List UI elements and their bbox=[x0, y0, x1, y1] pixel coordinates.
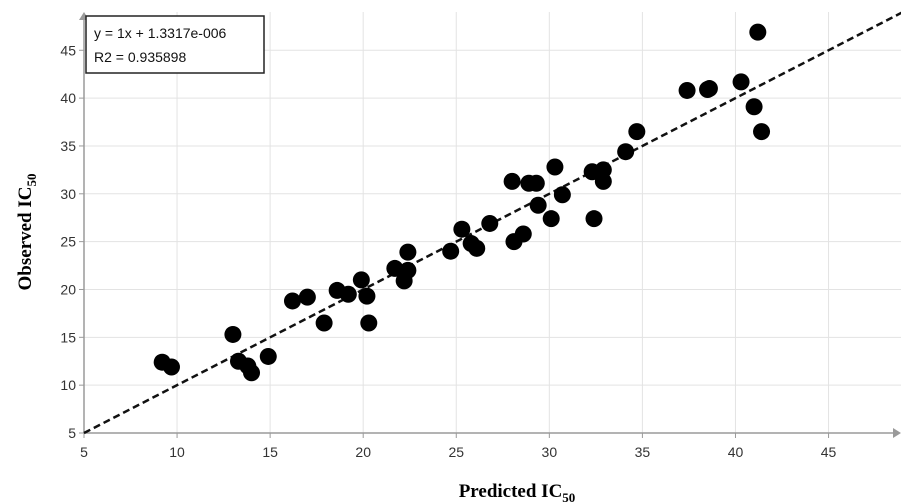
data-point bbox=[453, 220, 471, 238]
x-axis-title: Predicted IC50 bbox=[459, 481, 576, 504]
x-tick-label: 20 bbox=[355, 444, 371, 460]
y-tick-label: 35 bbox=[60, 138, 76, 154]
data-point bbox=[678, 81, 696, 99]
data-point bbox=[399, 261, 417, 279]
x-tick-label: 10 bbox=[169, 444, 185, 460]
data-point bbox=[542, 210, 560, 228]
equation-line: y = 1x + 1.3317e-006 bbox=[94, 25, 227, 41]
data-point bbox=[617, 143, 635, 161]
grid-lines bbox=[84, 12, 901, 433]
data-point bbox=[386, 259, 404, 277]
data-point bbox=[468, 239, 486, 257]
tick-labels: 5 10 15 20 25 30 35 40 45 5 10 15 20 25 30 35 40 45 bbox=[60, 42, 836, 460]
data-points bbox=[153, 23, 771, 382]
data-point bbox=[546, 158, 564, 176]
data-point bbox=[700, 80, 718, 98]
equation-box: y = 1x + 1.3317e-006 R2 = 0.935898 bbox=[85, 15, 265, 74]
data-point bbox=[745, 98, 763, 116]
r-squared-line: R2 = 0.935898 bbox=[94, 49, 186, 65]
data-point bbox=[527, 174, 545, 192]
y-tick-label: 15 bbox=[60, 329, 76, 345]
data-point bbox=[481, 214, 499, 232]
data-point bbox=[514, 225, 532, 243]
x-tick-label: 25 bbox=[448, 444, 464, 460]
data-point bbox=[358, 287, 376, 305]
y-tick-label: 5 bbox=[68, 425, 76, 441]
data-point bbox=[352, 271, 370, 289]
data-point bbox=[529, 196, 547, 214]
data-point bbox=[594, 172, 612, 190]
data-point bbox=[360, 314, 378, 332]
x-tick-label: 5 bbox=[80, 444, 88, 460]
data-point bbox=[162, 358, 180, 376]
data-point bbox=[399, 243, 417, 261]
y-axis-title: Observed IC50 bbox=[15, 174, 39, 291]
data-point bbox=[753, 123, 771, 141]
data-point bbox=[339, 285, 357, 303]
data-point bbox=[442, 242, 460, 260]
data-point bbox=[749, 23, 767, 41]
data-point bbox=[243, 364, 261, 382]
data-point bbox=[298, 288, 316, 306]
data-point bbox=[628, 123, 646, 141]
data-point bbox=[585, 210, 603, 228]
data-point bbox=[503, 172, 521, 190]
y-tick-label: 10 bbox=[60, 377, 76, 393]
y-tick-label: 45 bbox=[60, 42, 76, 58]
data-point bbox=[259, 347, 277, 365]
data-point bbox=[224, 325, 242, 343]
y-tick-label: 30 bbox=[60, 186, 76, 202]
x-tick-label: 45 bbox=[821, 444, 837, 460]
x-tick-label: 40 bbox=[728, 444, 744, 460]
x-tick-label: 35 bbox=[635, 444, 651, 460]
data-point bbox=[732, 73, 750, 91]
y-tick-label: 20 bbox=[60, 281, 76, 297]
x-axis-arrow bbox=[893, 428, 901, 438]
y-tick-label: 40 bbox=[60, 90, 76, 106]
x-tick-label: 15 bbox=[262, 444, 278, 460]
data-point bbox=[315, 314, 333, 332]
y-tick-label: 25 bbox=[60, 234, 76, 250]
data-point bbox=[553, 186, 571, 204]
x-tick-label: 30 bbox=[542, 444, 558, 460]
data-point bbox=[283, 292, 301, 310]
